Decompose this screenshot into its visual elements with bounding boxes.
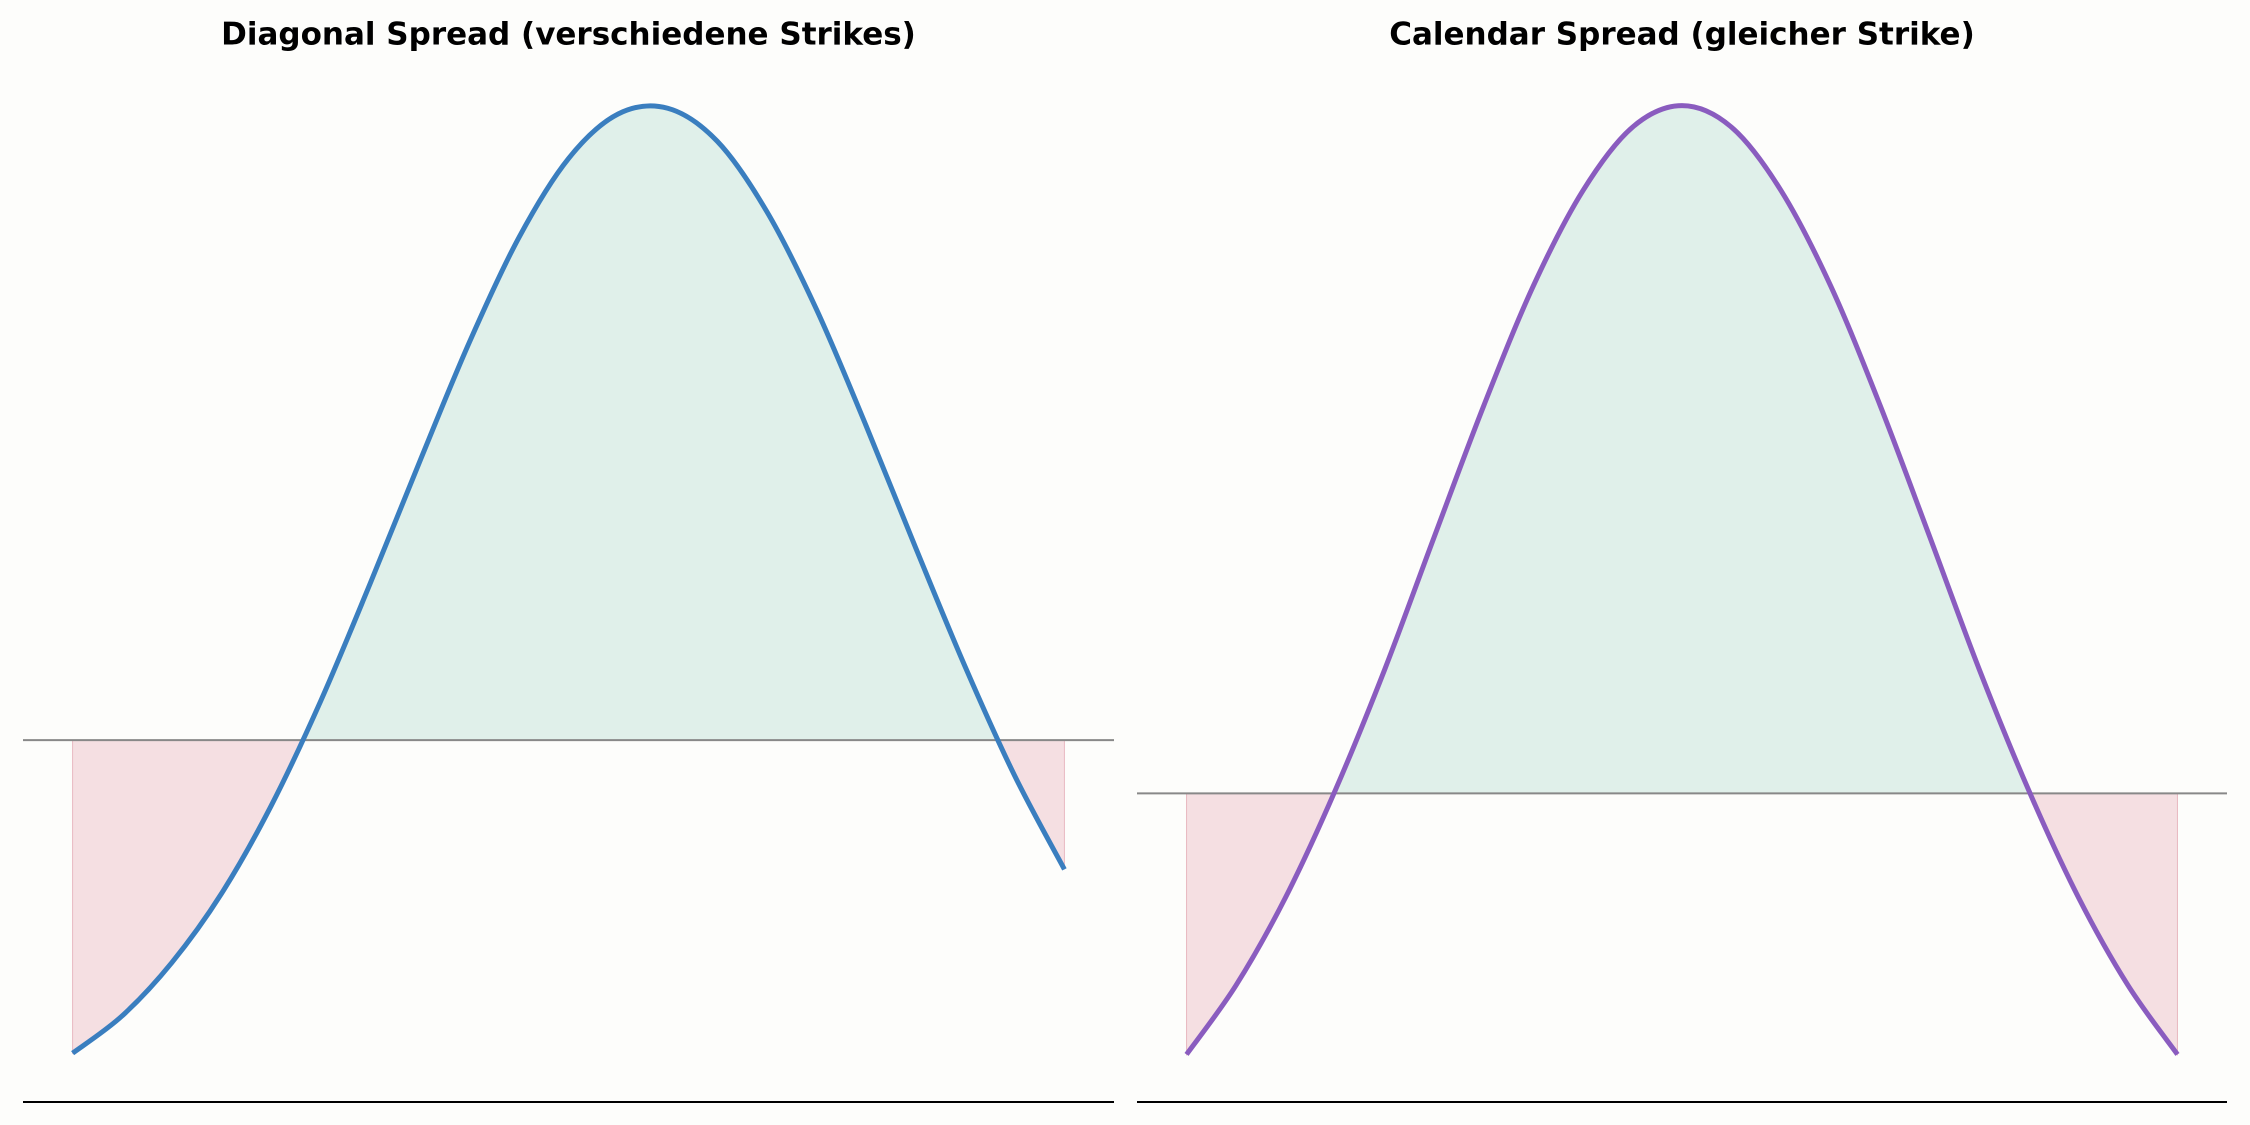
- chart-title: Diagonal Spread (verschiedene Strikes): [221, 17, 916, 53]
- profit-area: [1186, 105, 2178, 794]
- payoff-line: [1184, 103, 2180, 1056]
- loss-area: [1186, 793, 2178, 1056]
- payoff-line: [71, 103, 1067, 1056]
- profit-area: [72, 105, 1065, 741]
- chart-title: Calendar Spread (gleicher Strike): [1389, 17, 1975, 53]
